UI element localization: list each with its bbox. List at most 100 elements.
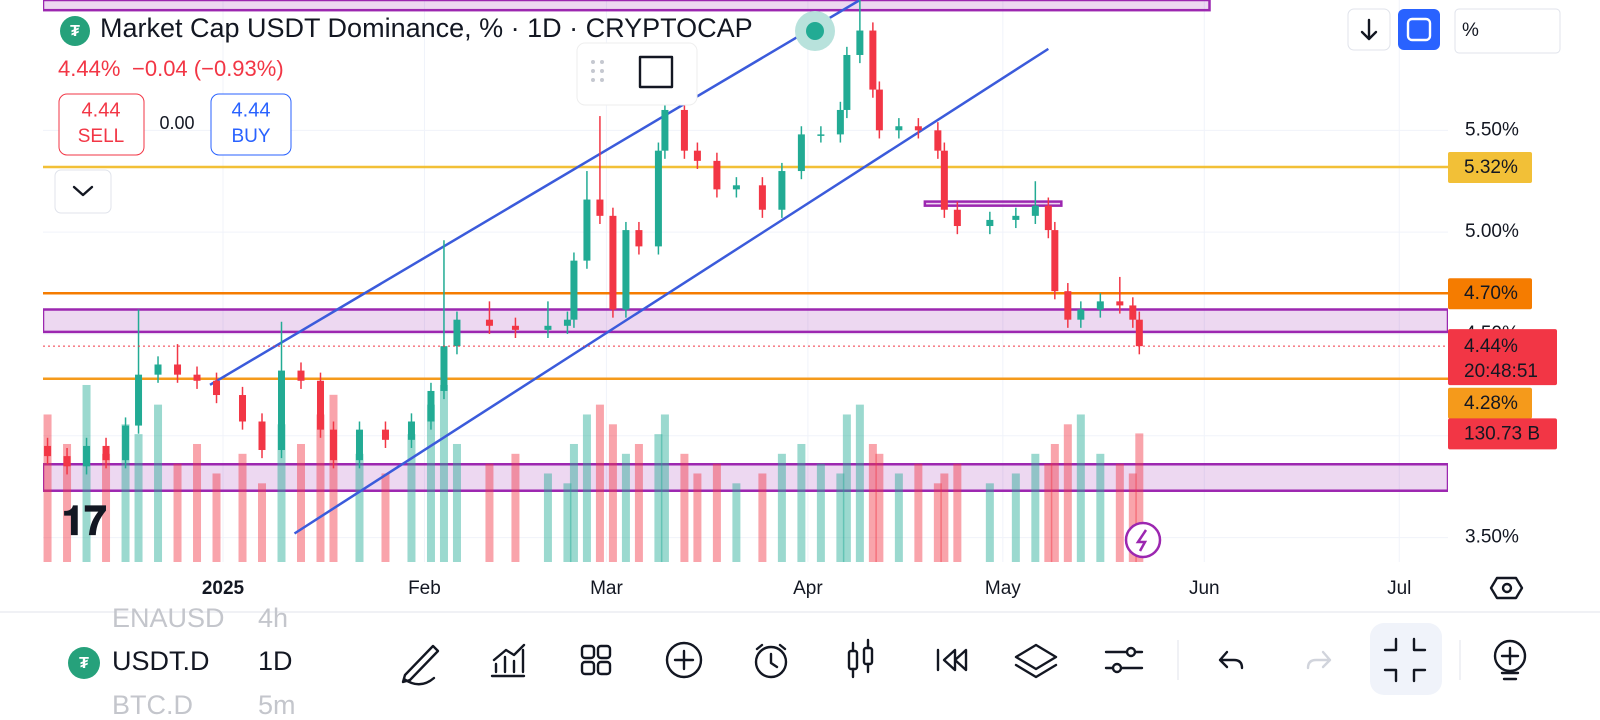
candle-body xyxy=(563,319,571,326)
level-label: 5.32% xyxy=(1464,157,1518,178)
lightning-icon xyxy=(1135,529,1148,552)
volume-bar xyxy=(855,404,864,562)
buy-button[interactable] xyxy=(210,93,292,156)
lightning-button[interactable] xyxy=(1124,521,1162,559)
plot-area xyxy=(43,0,1448,562)
collapse-button[interactable] xyxy=(54,169,112,214)
arrow-icon xyxy=(1360,18,1378,41)
chart-type[interactable] xyxy=(847,638,874,679)
candle-body xyxy=(570,260,578,320)
candle-body xyxy=(680,109,688,151)
volume-bar xyxy=(868,443,877,562)
settings-icon[interactable] xyxy=(1489,576,1524,600)
candle-body xyxy=(154,364,162,375)
prev-interval: 4h xyxy=(258,603,288,633)
candle-body xyxy=(869,30,877,90)
toolbar-symbol[interactable]: USDT.D xyxy=(112,646,210,676)
candle-body xyxy=(1077,309,1085,320)
scale-mode: % xyxy=(1462,20,1479,41)
sell-label: SELL xyxy=(78,126,124,147)
candle-body xyxy=(381,429,389,440)
candle-body xyxy=(583,199,591,261)
scale-input[interactable] xyxy=(1454,8,1561,54)
redo[interactable] xyxy=(1306,650,1332,670)
candle-body xyxy=(277,370,285,451)
toolbar-logo-glyph: ₮ xyxy=(79,655,89,672)
layers[interactable] xyxy=(1014,643,1058,679)
price-change: −0.04 (−0.93%) xyxy=(132,56,284,81)
candle-body xyxy=(193,374,201,381)
fullscreen-button[interactable] xyxy=(1398,9,1440,50)
volume-bar xyxy=(154,404,163,562)
exit-fullscreen[interactable] xyxy=(1383,637,1427,683)
volume-bar xyxy=(712,463,721,562)
level-tag xyxy=(1448,278,1532,310)
volume-bar xyxy=(1063,424,1072,562)
countdown: 20:48:51 xyxy=(1464,361,1538,382)
x-tick-label: Feb xyxy=(408,578,441,599)
fullscreen-icon xyxy=(1406,17,1432,42)
volume-bar xyxy=(1128,473,1137,562)
candle-body xyxy=(693,150,701,161)
candle-body xyxy=(895,126,903,131)
exit-fullscreen-bg[interactable] xyxy=(1370,623,1442,695)
candle-body xyxy=(940,150,948,210)
candle-body xyxy=(440,346,448,391)
add[interactable] xyxy=(665,641,703,679)
candle-body xyxy=(914,126,922,131)
channel-line xyxy=(209,0,861,386)
candle-body xyxy=(654,150,662,247)
candle-body xyxy=(258,421,266,451)
volume-bar xyxy=(439,384,448,562)
candle-body xyxy=(797,134,805,172)
volume-bar xyxy=(836,473,845,562)
candle-body xyxy=(1051,230,1059,292)
candle-body xyxy=(1031,205,1039,216)
volume-bar xyxy=(777,453,786,562)
candle-body xyxy=(843,54,851,110)
layouts[interactable] xyxy=(580,644,612,676)
candle-body xyxy=(44,445,52,457)
replay[interactable] xyxy=(936,648,968,672)
candle-body xyxy=(453,319,461,347)
x-tick-label: Jun xyxy=(1189,578,1220,599)
candle-body xyxy=(986,219,994,227)
candle-body xyxy=(622,230,630,310)
candle-body xyxy=(1096,301,1104,310)
indicators[interactable] xyxy=(490,643,526,678)
volume-bar xyxy=(621,453,630,562)
settings[interactable] xyxy=(1104,646,1144,674)
buy-price: 4.44 xyxy=(232,99,271,121)
volume-bar xyxy=(316,414,325,562)
volume-bar xyxy=(660,414,669,562)
candle-body xyxy=(329,429,337,461)
volume-bar xyxy=(296,443,305,562)
candle-body xyxy=(427,390,435,422)
volume-bar xyxy=(940,473,949,562)
volume-bar xyxy=(329,394,338,562)
candle-body xyxy=(836,109,844,135)
sell-button[interactable] xyxy=(58,93,145,156)
volume-bar xyxy=(407,434,416,562)
rectangle-tool[interactable] xyxy=(638,55,674,89)
toolbar-interval[interactable]: 1D xyxy=(258,646,293,676)
volume-bar xyxy=(173,463,182,562)
candle-body xyxy=(174,364,182,375)
x-tick-label: 2025 xyxy=(202,578,245,599)
zone xyxy=(43,0,1211,12)
candle-body xyxy=(544,325,552,330)
volume-bar xyxy=(1096,453,1105,562)
draw-tool[interactable] xyxy=(401,644,440,686)
volume-bar xyxy=(426,404,435,562)
alert[interactable] xyxy=(754,643,788,679)
candle-body xyxy=(596,199,604,216)
settings-dot xyxy=(1501,582,1513,594)
candle-body xyxy=(934,130,942,151)
ideas[interactable] xyxy=(1493,639,1527,681)
x-tick-label: Jul xyxy=(1387,578,1411,599)
undo[interactable] xyxy=(1218,650,1244,670)
candle-body xyxy=(297,370,305,381)
volume-bar xyxy=(63,443,72,562)
candle-body xyxy=(355,429,363,461)
toolbar-logo xyxy=(68,647,100,679)
